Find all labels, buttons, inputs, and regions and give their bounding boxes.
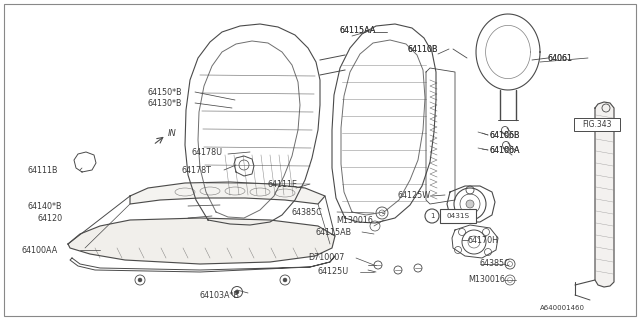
Text: D710007: D710007 — [308, 253, 344, 262]
Text: 64125W: 64125W — [398, 190, 431, 199]
Text: 64178T: 64178T — [182, 165, 212, 174]
Bar — [574, 118, 620, 131]
Text: 1: 1 — [429, 213, 435, 219]
Text: 64106B: 64106B — [490, 131, 520, 140]
Text: 64106A: 64106A — [490, 146, 520, 155]
Text: 64061: 64061 — [548, 53, 573, 62]
Text: 64111E: 64111E — [268, 180, 298, 188]
Text: M130016: M130016 — [468, 276, 505, 284]
Text: M130016: M130016 — [336, 215, 373, 225]
Text: 64106B: 64106B — [490, 131, 520, 140]
Bar — [440, 209, 476, 223]
Text: IN: IN — [168, 129, 177, 138]
Polygon shape — [68, 218, 335, 264]
Circle shape — [283, 278, 287, 282]
Circle shape — [235, 290, 239, 294]
Text: A640001460: A640001460 — [540, 305, 585, 311]
Text: 64120: 64120 — [38, 213, 63, 222]
Text: 64115AB: 64115AB — [316, 228, 352, 236]
Text: 64115AA: 64115AA — [340, 26, 376, 35]
Polygon shape — [595, 102, 614, 287]
Text: 64106A: 64106A — [490, 146, 520, 155]
Text: 64110B: 64110B — [408, 44, 438, 53]
Text: 64103A*B: 64103A*B — [200, 292, 240, 300]
Text: 64385C: 64385C — [480, 260, 511, 268]
Text: 64385C: 64385C — [292, 207, 323, 217]
Text: 64100AA: 64100AA — [22, 245, 58, 254]
Text: 64150*B: 64150*B — [148, 87, 182, 97]
Text: FIG.343: FIG.343 — [582, 120, 612, 129]
Circle shape — [138, 278, 142, 282]
Text: 64170H: 64170H — [468, 236, 499, 244]
Polygon shape — [130, 182, 325, 204]
Text: 64110B: 64110B — [408, 44, 438, 53]
Text: 64061: 64061 — [548, 53, 573, 62]
Text: 64111B: 64111B — [28, 165, 58, 174]
Text: 64125U: 64125U — [318, 268, 349, 276]
Circle shape — [466, 200, 474, 208]
Text: 64140*B: 64140*B — [28, 202, 63, 211]
Text: 64178U: 64178U — [192, 148, 223, 156]
Text: 64115AA: 64115AA — [340, 26, 376, 35]
Text: 64130*B: 64130*B — [148, 99, 182, 108]
Text: 0431S: 0431S — [447, 213, 470, 219]
